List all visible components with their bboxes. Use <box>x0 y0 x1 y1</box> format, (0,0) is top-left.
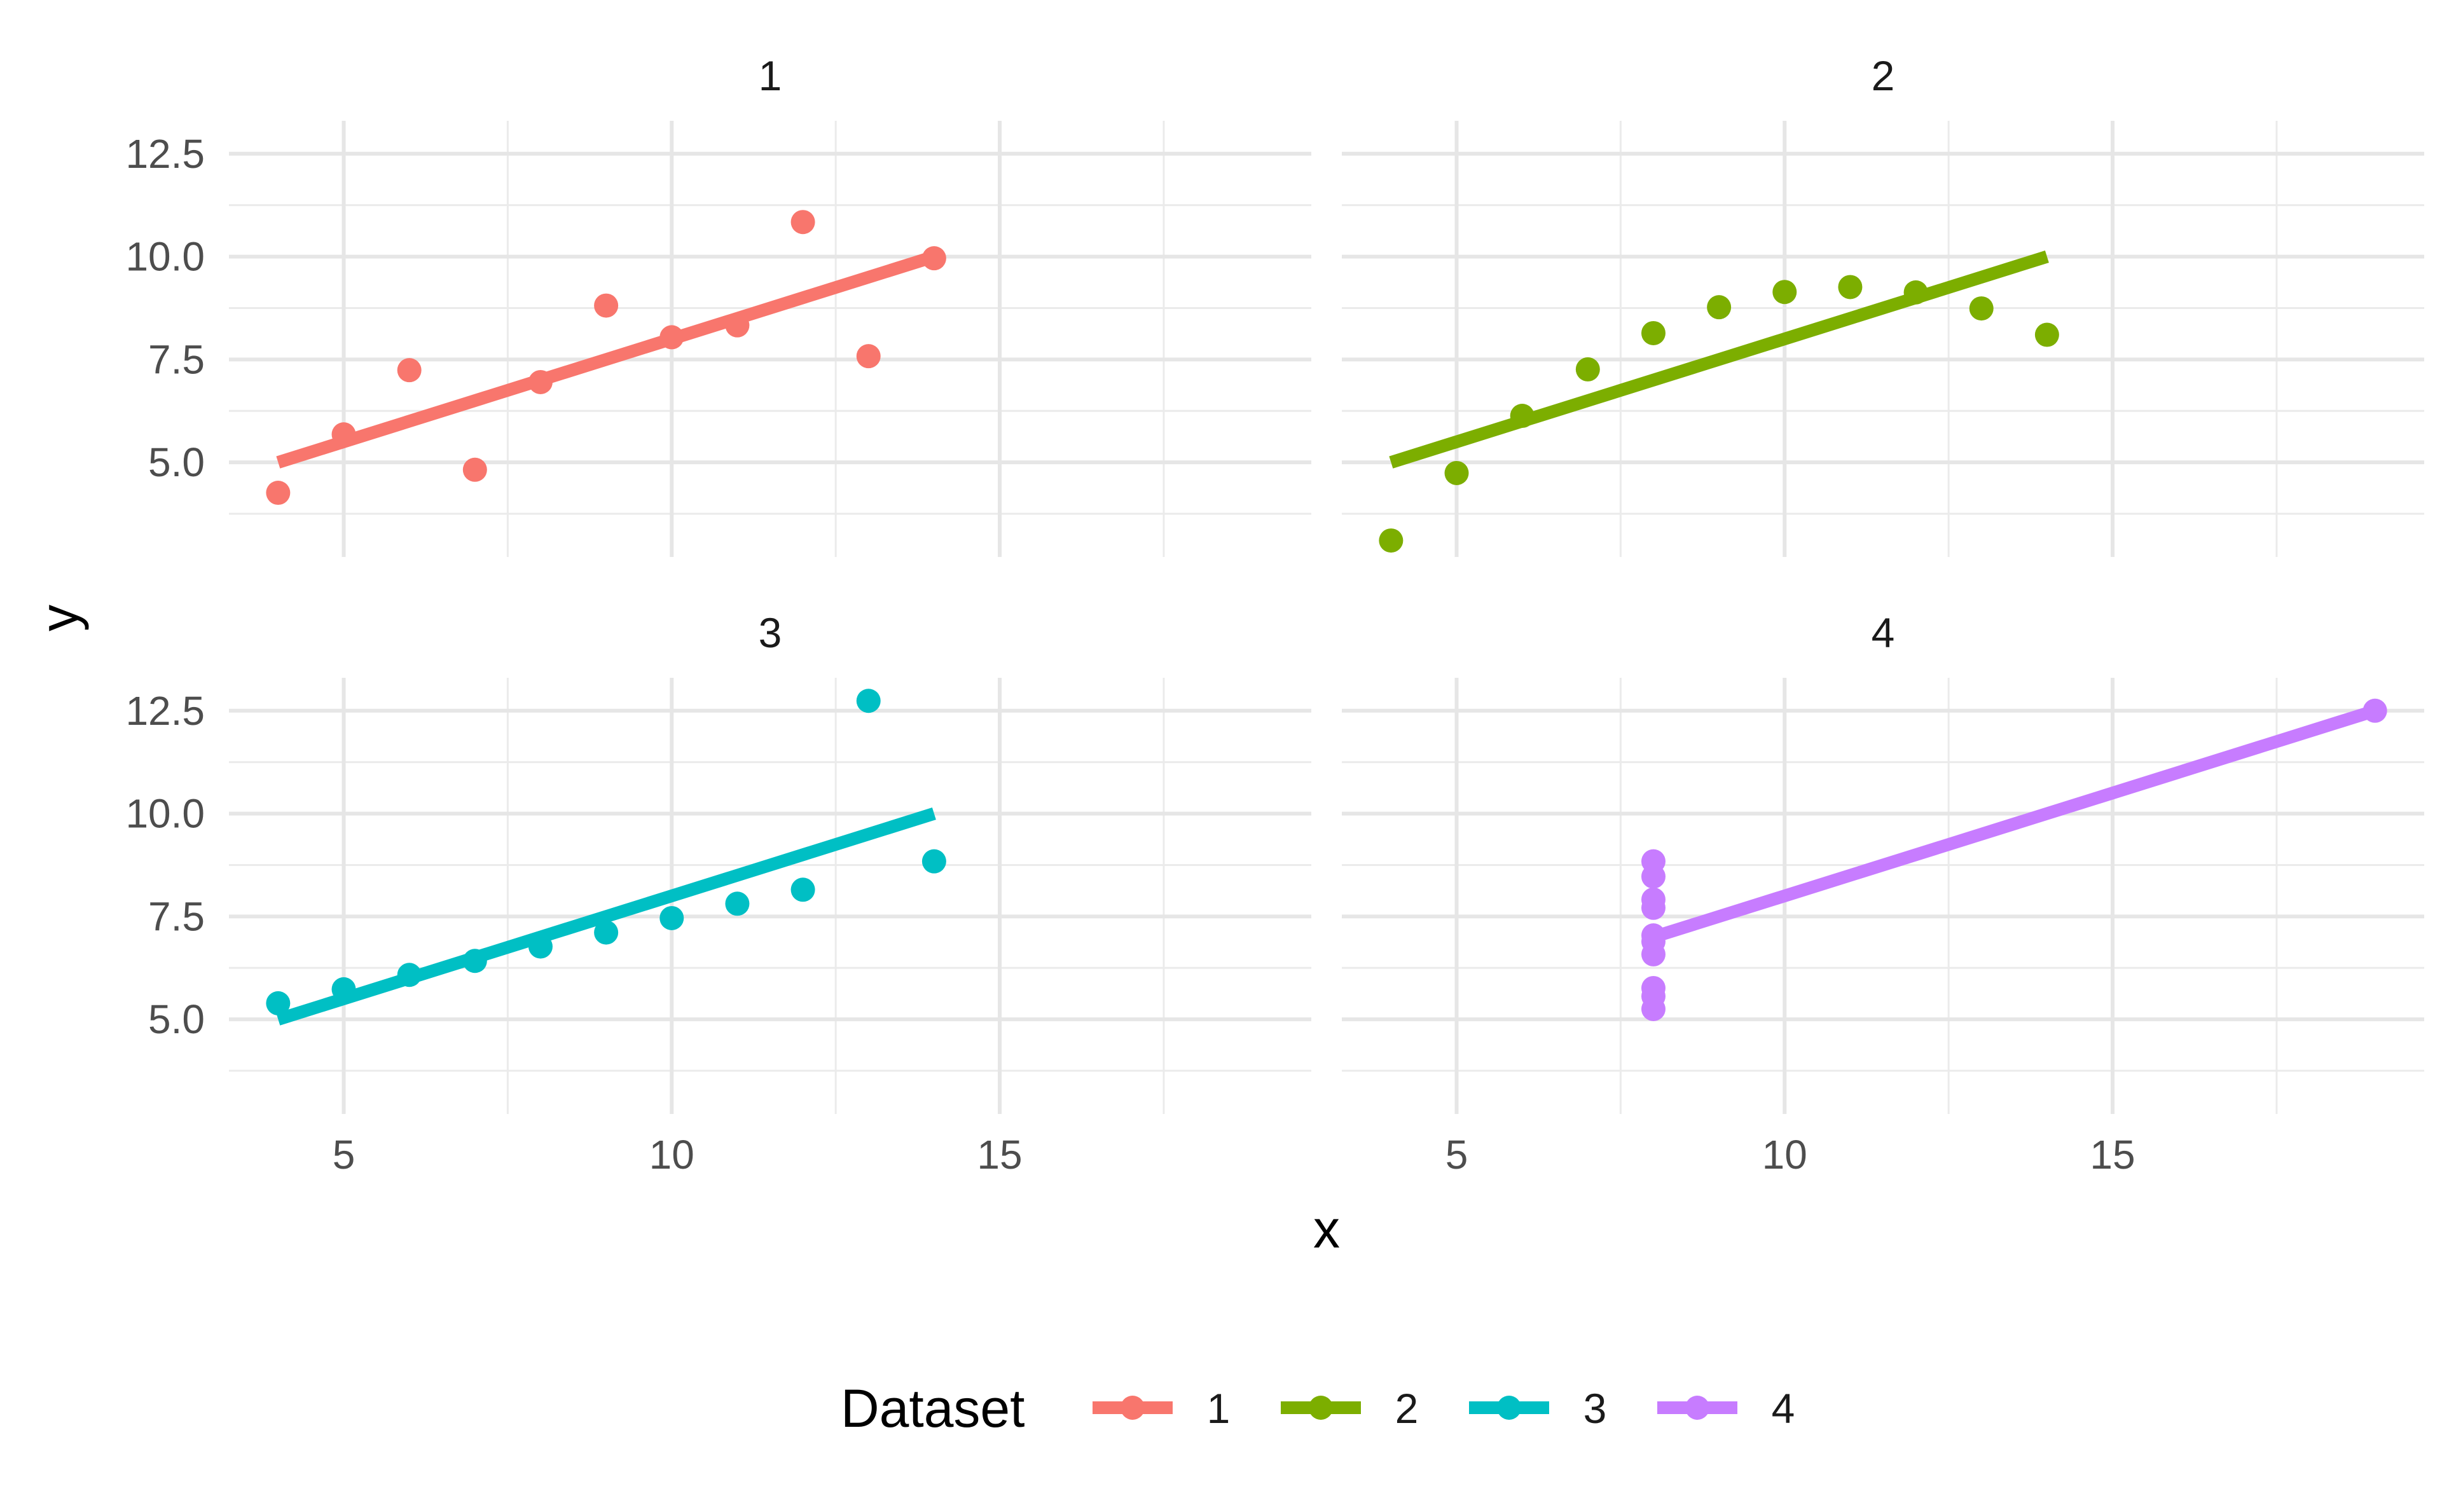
legend-layer: Dataset 1 2 3 4 <box>841 1378 1795 1438</box>
grid-layer <box>229 121 2424 1114</box>
data-point <box>331 977 356 1001</box>
data-point <box>659 905 684 930</box>
data-point <box>462 949 487 973</box>
data-point <box>2034 322 2059 347</box>
y-tick-label: 7.5 <box>148 336 205 382</box>
data-point <box>790 877 815 902</box>
data-point <box>331 422 356 447</box>
data-point <box>2363 698 2387 723</box>
data-point <box>921 849 946 874</box>
legend-label: 2 <box>1395 1385 1419 1432</box>
y-tick-label: 10.0 <box>125 791 205 837</box>
data-point <box>856 689 881 713</box>
legend-label: 3 <box>1583 1385 1607 1432</box>
data-point <box>266 991 291 1015</box>
data-point <box>725 313 750 338</box>
data-point <box>462 457 487 482</box>
data-point <box>1575 357 1600 381</box>
legend-key-point <box>1309 1396 1333 1420</box>
x-tick-label: 10 <box>649 1132 694 1178</box>
data-point <box>921 246 946 271</box>
y-tick-label: 7.5 <box>148 893 205 939</box>
y-tick-label: 5.0 <box>148 996 205 1042</box>
panel-title: 4 <box>1872 609 1895 656</box>
data-point <box>1641 887 1666 912</box>
x-tick-label: 15 <box>2090 1132 2135 1178</box>
panel-title: 3 <box>759 609 782 656</box>
data-point <box>528 934 553 959</box>
data-point <box>397 963 422 987</box>
data-point <box>528 369 553 394</box>
data-point <box>1969 296 1994 321</box>
fit-line <box>1389 251 2049 469</box>
data-layer <box>266 210 2387 1026</box>
fit-line <box>276 808 936 1026</box>
data-point <box>397 358 422 383</box>
y-tick-label: 12.5 <box>125 131 205 177</box>
y-axis-title: y <box>29 605 89 631</box>
legend-key-point <box>1121 1396 1145 1420</box>
legend-label: 1 <box>1207 1385 1231 1432</box>
fit-line <box>1651 704 2377 944</box>
data-point <box>1641 320 1666 345</box>
legend-label: 4 <box>1772 1385 1795 1432</box>
data-point <box>1903 280 1928 305</box>
y-tick-label: 5.0 <box>148 439 205 485</box>
x-tick-label: 15 <box>977 1132 1022 1178</box>
x-tick-label: 5 <box>1445 1132 1468 1178</box>
panel-title: 2 <box>1872 52 1895 99</box>
data-point <box>790 210 815 235</box>
data-point <box>856 344 881 369</box>
labels-layer: 1 2 3 4 x y <box>29 52 1894 1259</box>
legend-key-point <box>1685 1396 1709 1420</box>
data-point <box>1641 984 1666 1008</box>
data-point <box>594 293 619 318</box>
data-point <box>266 481 291 505</box>
x-axis-title: x <box>1313 1199 1340 1259</box>
data-point <box>659 325 684 350</box>
data-point <box>1641 929 1666 954</box>
y-tick-label: 12.5 <box>125 688 205 734</box>
data-point <box>725 891 750 916</box>
data-point <box>1379 528 1404 553</box>
data-point <box>1838 275 1863 299</box>
data-point <box>1510 404 1535 429</box>
fit-line <box>276 251 936 469</box>
axes-layer: 5.0 7.5 10.0 12.5 5.0 7.5 10.0 12.5 5 10 15 5 10 15 <box>125 131 2135 1178</box>
legend-key-point <box>1497 1396 1521 1420</box>
legend-title: Dataset <box>841 1378 1025 1438</box>
x-tick-label: 10 <box>1762 1132 1807 1178</box>
data-point <box>1641 864 1666 889</box>
data-point <box>1444 460 1469 485</box>
data-point <box>1772 280 1797 305</box>
data-point <box>1707 295 1732 320</box>
x-tick-label: 5 <box>333 1132 355 1178</box>
y-tick-label: 10.0 <box>125 234 205 280</box>
data-point <box>594 920 619 945</box>
panel-title: 1 <box>759 52 782 99</box>
